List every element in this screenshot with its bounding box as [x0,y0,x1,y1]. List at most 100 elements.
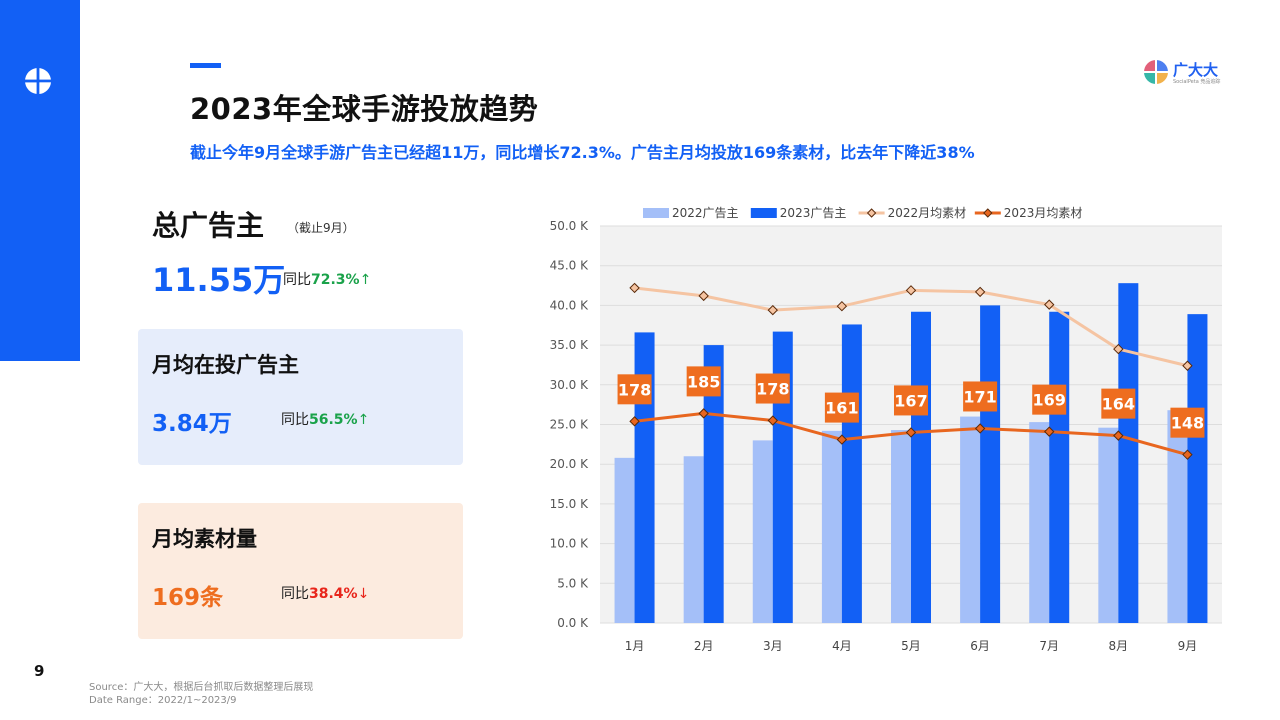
line-marker [698,408,709,419]
card-value: 169条 [152,585,224,611]
data-label-box [963,381,998,412]
y-tick-label: 20.0 K [550,457,590,471]
data-label: 167 [894,391,927,410]
legend-swatch [643,208,669,218]
sidebar-accent [0,0,80,361]
line-marker [698,290,709,302]
bar-2022 [1029,422,1050,623]
yoy-label: 同比 [281,586,309,602]
yoy-percent: 72.3% [311,272,360,288]
arrow-up-icon: ↑ [359,272,372,288]
x-tick-label: 9月 [1178,639,1198,653]
bar-2023 [911,311,931,623]
data-label-box [824,392,859,423]
data-label: 148 [1171,414,1204,433]
card-title: 月均在投广告主 [152,353,299,377]
yoy-percent: 38.4% [309,586,358,602]
bar-2022 [1098,427,1119,623]
source-note: Source：广大大，根据后台抓取后数据整理后展现 Date Range：202… [89,681,313,707]
page-title: 2023年全球手游投放趋势 [190,92,539,126]
card-title: 月均素材量 [152,527,257,551]
line-marker [1044,426,1055,437]
page-number: 9 [34,662,45,680]
brand-logo-icon [24,67,52,95]
x-axis: 1月 2月 3月 4月 5月 6月 7月 8月 9月 [625,639,1198,653]
legend-marker [983,208,993,218]
source-line: Source：广大大，根据后台抓取后数据整理后展现 [89,682,314,693]
data-label: 185 [687,372,720,391]
line-marker [1044,299,1055,310]
y-tick-label: 30.0 K [550,378,590,392]
bar-2023 [980,305,1001,623]
chart-lines [629,282,1193,460]
bar-2022 [614,457,635,623]
brand-logo: 广大大 SocialPeta 竞品追踪 [1143,59,1223,89]
line-marker [629,282,640,294]
kpi-total-value: 11.55万 [152,261,286,299]
card-value: 3.84万 [152,411,232,437]
yoy-label: 同比 [283,272,311,288]
legend-swatch [750,208,777,218]
data-label: 178 [618,380,651,399]
chart-legend: 2022广告主 2023广告主 2022月均素材 2023月均素材 [643,206,1082,220]
x-tick-label: 2月 [694,639,714,653]
page-subtitle: 截止今年9月全球手游广告主已经超11万，同比增长72.3%。广告主月均投放169… [190,143,975,162]
y-tick-label: 10.0 K [550,537,590,551]
bar-2022 [683,456,704,623]
bar-2022 [960,416,981,623]
line-marker [767,304,778,316]
data-label-box [1101,388,1136,419]
bar-2023 [1118,283,1139,623]
kpi-total-title: 总广告主 [152,209,265,242]
data-label-box [617,374,652,405]
legend-marker [866,208,877,218]
y-tick-label: 50.0 K [550,219,590,233]
kpi-total-yoy: 同比72.3%↑ [283,269,371,289]
title-accent-bar [190,63,221,68]
card-yoy: 同比56.5%↑ [281,409,369,429]
yoy-percent: 56.5% [309,412,358,428]
line-marker [905,285,917,296]
bar-2023 [1049,311,1070,623]
bar-2023 [634,332,655,623]
data-label: 164 [1102,395,1135,414]
data-label: 178 [756,380,789,399]
data-label-box [755,373,790,404]
x-tick-label: 4月 [832,639,852,653]
card-monthly-advertisers: 月均在投广告主 3.84万 同比56.5%↑ [138,329,463,465]
bar-2022 [891,430,911,623]
line-marker [974,286,986,298]
y-axis: 0.0 K 5.0 K 10.0 K 15.0 K 20.0 K 25.0 K 30.0 K… [550,219,590,630]
line-marker [1182,360,1193,371]
brand-quadrant-icon [1143,59,1169,85]
data-label: 161 [825,399,858,418]
arrow-down-icon: ↓ [357,586,370,602]
chart-data-labels: 178 185 178 161 167 171 169 164 148 [617,366,1205,438]
line-marker [1113,430,1124,441]
line-marker [629,416,640,427]
x-tick-label: 7月 [1039,639,1059,653]
legend-label: 2023月均素材 [1004,206,1083,220]
line-marker [974,423,986,434]
line-marker [1113,343,1124,355]
card-monthly-creatives: 月均素材量 169条 同比38.4%↓ [138,503,463,639]
card-yoy: 同比38.4%↓ [281,583,369,603]
data-label-box [1032,384,1067,415]
kpi-total-note: （截止9月） [287,221,355,235]
y-tick-label: 45.0 K [550,259,590,273]
y-tick-label: 40.0 K [550,298,590,312]
bar-2023 [772,331,793,623]
data-label-box [1170,407,1205,438]
y-tick-label: 0.0 K [557,616,589,630]
x-tick-label: 1月 [625,639,645,653]
data-label-box [894,385,928,416]
legend-label: 2022广告主 [672,206,739,220]
bar-2023 [1187,314,1208,623]
y-tick-label: 5.0 K [557,576,589,590]
line-marker [1182,449,1193,460]
brand-name: 广大大 [1173,61,1219,79]
legend-label: 2023广告主 [780,206,847,220]
data-label: 169 [1033,391,1066,410]
